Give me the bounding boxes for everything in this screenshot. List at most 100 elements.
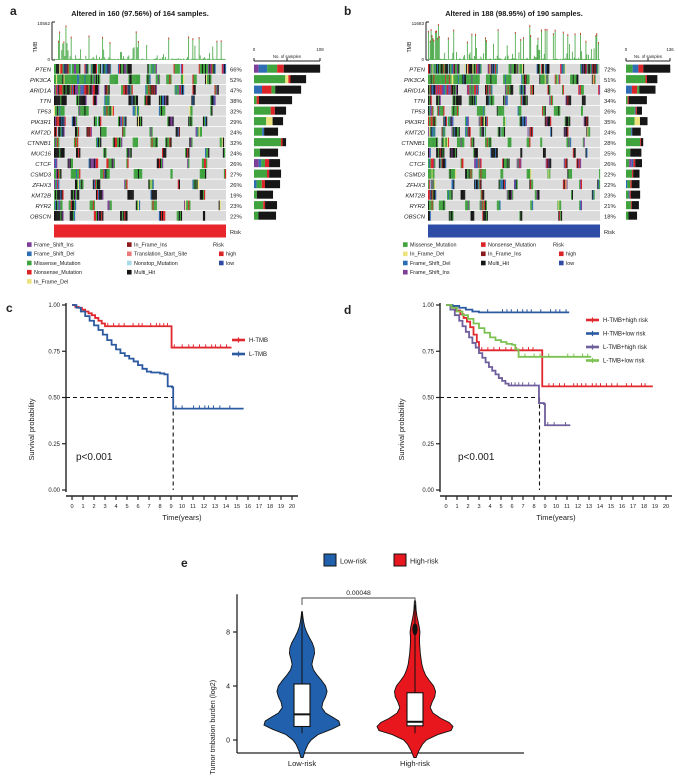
svg-text:17: 17 bbox=[630, 504, 636, 510]
svg-text:18: 18 bbox=[641, 504, 647, 510]
svg-text:Risk: Risk bbox=[604, 230, 615, 236]
svg-text:Low-risk: Low-risk bbox=[340, 557, 367, 566]
svg-text:27%: 27% bbox=[230, 173, 243, 179]
svg-text:H-TMB: H-TMB bbox=[249, 338, 268, 344]
svg-text:No. of samples: No. of samples bbox=[634, 54, 662, 59]
svg-text:0.00: 0.00 bbox=[48, 488, 60, 494]
svg-text:TTN: TTN bbox=[414, 99, 426, 105]
svg-text:Nonsense_Mutation: Nonsense_Mutation bbox=[488, 243, 536, 249]
svg-text:Time(years): Time(years) bbox=[162, 513, 201, 522]
svg-text:CTCF: CTCF bbox=[35, 162, 51, 168]
svg-text:35%: 35% bbox=[604, 120, 617, 126]
svg-text:15: 15 bbox=[608, 504, 614, 510]
svg-text:0.25: 0.25 bbox=[48, 442, 60, 448]
svg-text:KMT2D: KMT2D bbox=[31, 131, 52, 137]
svg-text:24%: 24% bbox=[604, 131, 617, 137]
svg-text:14: 14 bbox=[223, 504, 229, 510]
panel-label-d: d bbox=[344, 303, 352, 317]
svg-text:10: 10 bbox=[553, 504, 559, 510]
svg-text:2: 2 bbox=[466, 504, 469, 510]
svg-text:0: 0 bbox=[70, 504, 73, 510]
svg-text:In_Frame_Del: In_Frame_Del bbox=[34, 279, 68, 285]
svg-text:12: 12 bbox=[575, 504, 581, 510]
svg-text:10562: 10562 bbox=[37, 21, 50, 26]
svg-text:17: 17 bbox=[256, 504, 262, 510]
svg-text:26%: 26% bbox=[230, 183, 243, 189]
svg-text:136: 136 bbox=[666, 47, 674, 52]
svg-text:CTCF: CTCF bbox=[409, 162, 425, 168]
svg-text:10: 10 bbox=[179, 504, 185, 510]
svg-text:29%: 29% bbox=[230, 120, 243, 126]
svg-text:In_Frame_Ins: In_Frame_Ins bbox=[134, 243, 168, 249]
svg-text:No. of samples: No. of samples bbox=[273, 54, 301, 59]
svg-text:0.25: 0.25 bbox=[422, 442, 434, 448]
svg-text:21%: 21% bbox=[604, 204, 617, 210]
svg-text:Translation_Start_Site: Translation_Start_Site bbox=[134, 252, 187, 258]
svg-text:13: 13 bbox=[586, 504, 592, 510]
svg-text:52%: 52% bbox=[230, 78, 243, 84]
oncoplot-high-risk: Altered in 160 (97.56%) of 164 samples. 1… bbox=[27, 9, 324, 285]
km-plot-tmb: 0.000.250.500.751.000 1 2 3 4 5 6 7 8 9 10 11 12 13 14… bbox=[27, 303, 298, 522]
svg-text:In_Frame_Del: In_Frame_Del bbox=[410, 252, 444, 258]
svg-text:p<0.001: p<0.001 bbox=[76, 452, 113, 463]
svg-text:KMT2B: KMT2B bbox=[405, 194, 425, 200]
svg-text:0.75: 0.75 bbox=[422, 349, 434, 355]
svg-text:ZFHX3: ZFHX3 bbox=[31, 183, 51, 189]
svg-text:Frame_Shift_Del: Frame_Shift_Del bbox=[410, 261, 450, 267]
svg-text:H-TMB+low risk: H-TMB+low risk bbox=[603, 332, 647, 338]
svg-text:20: 20 bbox=[663, 504, 669, 510]
svg-text:72%: 72% bbox=[604, 68, 617, 74]
svg-text:CTNNB1: CTNNB1 bbox=[27, 141, 51, 147]
svg-text:Multi_Hit: Multi_Hit bbox=[134, 270, 155, 276]
svg-text:20: 20 bbox=[289, 504, 295, 510]
svg-text:Tumor tmbation burden (log2): Tumor tmbation burden (log2) bbox=[208, 680, 217, 775]
svg-text:Multi_Hit: Multi_Hit bbox=[488, 261, 509, 267]
svg-text:CSMD3: CSMD3 bbox=[30, 173, 51, 179]
svg-text:24%: 24% bbox=[230, 152, 243, 158]
svg-text:0: 0 bbox=[253, 47, 256, 52]
svg-text:High-risk: High-risk bbox=[410, 557, 439, 566]
svg-text:9: 9 bbox=[169, 504, 172, 510]
svg-text:KMT2B: KMT2B bbox=[31, 194, 51, 200]
panel-label-a: a bbox=[10, 4, 17, 18]
svg-text:Altered in 188 (98.95%) of 190: Altered in 188 (98.95%) of 190 samples. bbox=[445, 9, 583, 18]
svg-text:TMB: TMB bbox=[33, 41, 39, 52]
svg-text:1.00: 1.00 bbox=[48, 303, 60, 309]
svg-text:11: 11 bbox=[564, 504, 570, 510]
oncoplot-low-risk: Altered in 188 (98.95%) of 190 samples. 1… bbox=[401, 9, 674, 276]
svg-text:23%: 23% bbox=[604, 194, 617, 200]
svg-text:51%: 51% bbox=[604, 78, 617, 84]
svg-text:Missense_Mutation: Missense_Mutation bbox=[410, 243, 456, 249]
svg-text:CSMD3: CSMD3 bbox=[404, 173, 425, 179]
svg-text:34%: 34% bbox=[604, 99, 617, 105]
svg-text:p<0.001: p<0.001 bbox=[458, 452, 495, 463]
svg-text:8: 8 bbox=[532, 504, 535, 510]
svg-text:1.00: 1.00 bbox=[422, 303, 434, 309]
svg-text:In_Frame_Ins: In_Frame_Ins bbox=[488, 252, 522, 258]
svg-text:26%: 26% bbox=[604, 162, 617, 168]
svg-text:PTEN: PTEN bbox=[409, 68, 425, 74]
svg-text:Survival probability: Survival probability bbox=[27, 398, 36, 460]
svg-text:TP53: TP53 bbox=[37, 110, 52, 116]
svg-text:26%: 26% bbox=[604, 110, 617, 116]
svg-text:L-TMB+high risk: L-TMB+high risk bbox=[603, 345, 648, 351]
svg-text:48%: 48% bbox=[604, 89, 617, 95]
svg-text:8: 8 bbox=[226, 630, 230, 637]
svg-text:PIK3CA: PIK3CA bbox=[30, 78, 51, 84]
svg-text:8: 8 bbox=[158, 504, 161, 510]
svg-text:16: 16 bbox=[245, 504, 251, 510]
svg-text:High-risk: High-risk bbox=[400, 759, 430, 768]
svg-text:0.00: 0.00 bbox=[422, 488, 434, 494]
panel-label-e: e bbox=[181, 556, 188, 570]
svg-text:19%: 19% bbox=[230, 194, 243, 200]
svg-text:16: 16 bbox=[619, 504, 625, 510]
svg-text:1: 1 bbox=[455, 504, 458, 510]
svg-text:Time(years): Time(years) bbox=[536, 513, 575, 522]
svg-text:OBSCN: OBSCN bbox=[30, 215, 52, 221]
svg-text:0: 0 bbox=[444, 504, 447, 510]
svg-text:22%: 22% bbox=[230, 215, 243, 221]
svg-text:Risk: Risk bbox=[213, 243, 224, 249]
svg-text:high: high bbox=[566, 252, 576, 258]
svg-text:TMB: TMB bbox=[407, 41, 413, 52]
